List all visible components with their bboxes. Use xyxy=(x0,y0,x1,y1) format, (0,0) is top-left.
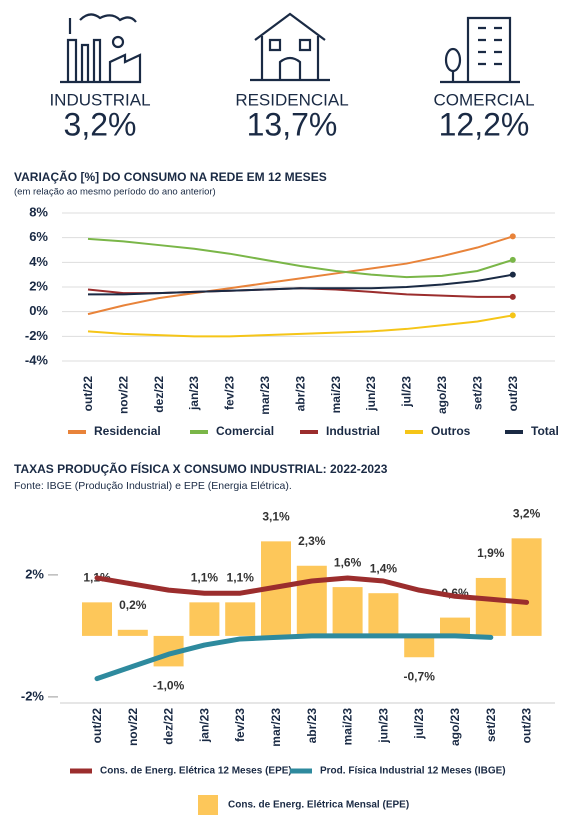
x-tick-label: out/22 xyxy=(81,376,95,412)
x-tick-label: out/22 xyxy=(90,708,104,744)
legend-label: Outros xyxy=(431,424,471,438)
value-label: 1,1% xyxy=(191,571,219,585)
x-tick-label: nov/22 xyxy=(126,708,140,746)
industrial-icon xyxy=(60,13,142,84)
line xyxy=(88,273,513,296)
value-label: -0,7% xyxy=(404,669,436,683)
bar xyxy=(404,635,435,658)
x-tick-label: jan/23 xyxy=(197,708,211,743)
x-tick-label: mai/23 xyxy=(329,376,343,414)
x-tick-label: out/23 xyxy=(506,376,520,412)
x-tick-label: dez/22 xyxy=(152,376,166,413)
commercial-icon xyxy=(440,16,520,84)
x-tick-label: jun/23 xyxy=(364,376,378,412)
x-tick-label: jan/23 xyxy=(187,376,201,411)
legend-label: Comercial xyxy=(216,424,274,438)
kpi-label: COMERCIAL xyxy=(433,90,534,109)
kpi-value: 3,2% xyxy=(64,106,137,142)
kpi-value: 13,7% xyxy=(247,106,338,142)
bar xyxy=(440,617,470,636)
x-tick-label: abr/23 xyxy=(293,376,307,412)
value-label: 1,9% xyxy=(477,546,505,560)
x-tick-label: jul/23 xyxy=(412,708,426,740)
end-marker xyxy=(509,293,516,300)
x-tick-label: mar/23 xyxy=(269,708,283,747)
value-label: 0,2% xyxy=(119,598,147,612)
legend-label: Industrial xyxy=(326,424,380,438)
y-tick-label: 0% xyxy=(29,303,48,318)
value-label: 2,3% xyxy=(298,534,326,548)
kpi-value: 12,2% xyxy=(439,106,530,142)
line xyxy=(87,314,513,338)
x-tick-label: set/23 xyxy=(484,708,498,742)
bar xyxy=(117,629,148,636)
value-label: 1,1% xyxy=(227,571,255,585)
value-label: 1,4% xyxy=(370,561,398,575)
bar xyxy=(475,577,506,636)
y-tick-label: -2% xyxy=(25,328,49,343)
bar xyxy=(332,587,363,636)
chart-title: TAXAS PRODUÇÃO FÍSICA X CONSUMO INDUSTRI… xyxy=(14,461,388,476)
bar xyxy=(368,593,399,636)
y-tick-label: 2% xyxy=(25,566,44,581)
y-tick-label: -4% xyxy=(25,352,49,367)
kpi-label: RESIDENCIAL xyxy=(235,90,348,109)
x-tick-label: mai/23 xyxy=(341,708,355,746)
legend-swatch xyxy=(198,795,218,815)
x-tick-label: abr/23 xyxy=(305,708,319,744)
line xyxy=(87,235,514,316)
y-tick-label: -2% xyxy=(21,688,45,703)
kpi-label: INDUSTRIAL xyxy=(49,90,150,109)
end-marker xyxy=(509,233,516,240)
chart-subtitle: (em relação ao mesmo período do ano ante… xyxy=(14,187,216,198)
value-label: 1,6% xyxy=(334,555,362,569)
legend-label: Prod. Física Industrial 12 Meses (IBGE) xyxy=(320,766,506,777)
residential-icon xyxy=(250,12,330,82)
x-tick-label: ago/23 xyxy=(435,376,449,414)
bar xyxy=(189,602,220,636)
end-marker xyxy=(509,271,516,278)
value-label: 3,1% xyxy=(262,510,290,524)
x-tick-label: out/23 xyxy=(520,708,534,744)
line xyxy=(87,237,514,279)
legend-label: Cons. de Energ. Elétrica Mensal (EPE) xyxy=(228,800,409,811)
x-tick-label: mar/23 xyxy=(258,376,272,415)
bar xyxy=(225,602,256,636)
x-tick-label: jul/23 xyxy=(400,376,414,408)
end-marker xyxy=(509,312,516,319)
legend-label: Total xyxy=(531,424,559,438)
y-tick-label: 2% xyxy=(29,278,48,293)
line xyxy=(94,575,530,605)
bar xyxy=(296,565,327,636)
bar xyxy=(82,602,112,636)
line xyxy=(94,633,494,682)
bar xyxy=(511,538,542,636)
y-tick-label: 4% xyxy=(29,254,48,269)
legend-label: Residencial xyxy=(94,424,161,438)
legend-label: Cons. de Energ. Elétrica 12 Meses (EPE) xyxy=(100,766,292,777)
y-tick-label: 8% xyxy=(29,204,48,219)
value-label: 3,2% xyxy=(513,506,541,520)
chart-title: VARIAÇÃO [%] DO CONSUMO NA REDE EM 12 ME… xyxy=(14,169,327,184)
x-tick-label: fev/23 xyxy=(223,376,237,410)
y-tick-label: 6% xyxy=(29,229,48,244)
x-tick-label: dez/22 xyxy=(162,708,176,745)
x-tick-label: nov/22 xyxy=(116,376,130,414)
end-marker xyxy=(509,256,516,263)
value-label: -1,0% xyxy=(153,679,185,693)
x-tick-label: set/23 xyxy=(470,376,484,410)
x-tick-label: ago/23 xyxy=(448,708,462,746)
x-tick-label: jun/23 xyxy=(376,708,390,744)
chart-subtitle: Fonte: IBGE (Produção Industrial) e EPE … xyxy=(14,480,292,492)
x-tick-label: fev/23 xyxy=(233,708,247,742)
